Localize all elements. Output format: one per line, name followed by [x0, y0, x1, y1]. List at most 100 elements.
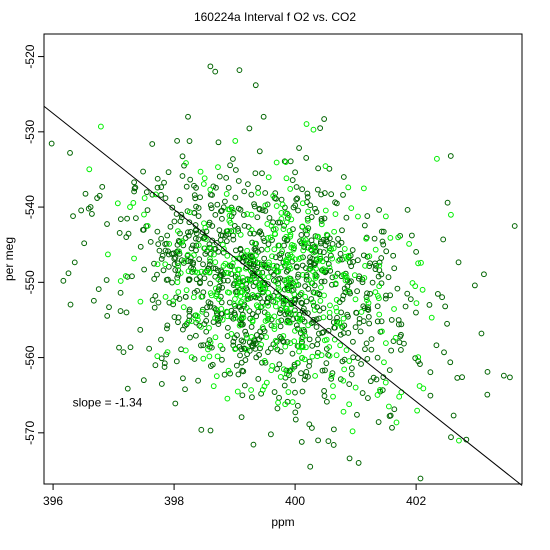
data-point [302, 332, 308, 339]
data-point [174, 137, 181, 144]
data-point [263, 334, 270, 341]
data-point [164, 322, 171, 329]
data-point [340, 292, 347, 299]
data-point [363, 235, 370, 242]
data-point [376, 283, 383, 290]
data-point [321, 215, 328, 222]
data-point [271, 246, 278, 253]
data-point [402, 303, 409, 310]
data-point [298, 336, 305, 343]
data-point [272, 278, 279, 285]
data-point [252, 258, 259, 264]
data-point [258, 341, 265, 348]
data-point [90, 297, 97, 304]
data-point [179, 153, 186, 160]
data-point [305, 285, 312, 292]
data-point [197, 280, 203, 287]
data-point [193, 312, 199, 319]
data-point [404, 206, 411, 213]
data-point [163, 240, 170, 247]
data-point [192, 332, 199, 339]
data-point [415, 260, 422, 267]
data-point [186, 138, 193, 144]
data-point [344, 311, 351, 318]
data-point [328, 252, 334, 259]
data-point [137, 326, 144, 333]
data-point [333, 352, 340, 359]
data-point [346, 401, 353, 408]
data-point [248, 226, 255, 233]
data-point [349, 247, 356, 253]
data-point [328, 191, 335, 198]
data-point [223, 238, 230, 245]
data-point [207, 300, 214, 307]
data-point [323, 231, 330, 238]
data-point [203, 328, 210, 335]
data-point [326, 165, 333, 172]
data-point [314, 290, 321, 296]
data-point [158, 184, 165, 191]
data-point [171, 255, 178, 262]
data-point [200, 181, 207, 187]
data-point [158, 381, 165, 387]
data-point [265, 235, 272, 241]
data-point [265, 274, 272, 281]
data-point [137, 298, 144, 305]
data-point [280, 333, 287, 339]
data-point [345, 288, 351, 294]
data-point [277, 323, 284, 330]
data-point [448, 211, 454, 218]
data-point [299, 344, 306, 351]
data-point [270, 193, 277, 199]
data-point [151, 304, 158, 311]
data-point [219, 269, 226, 275]
data-point [239, 392, 246, 399]
data-point [67, 301, 74, 308]
data-point [175, 319, 181, 326]
data-point [316, 307, 323, 314]
data-point [383, 292, 389, 299]
data-point [298, 439, 305, 445]
data-point [260, 113, 267, 120]
data-point [471, 282, 478, 289]
data-point [162, 195, 169, 202]
data-point [209, 223, 216, 229]
data-point [298, 327, 305, 334]
data-point [287, 231, 294, 238]
data-point [158, 235, 165, 242]
data-point [295, 274, 301, 280]
data-point [199, 229, 206, 236]
data-point [307, 254, 313, 261]
data-point [201, 321, 208, 327]
data-point [175, 289, 182, 295]
data-point [221, 371, 228, 378]
data-point [330, 426, 337, 433]
data-point [209, 192, 215, 198]
data-point [250, 283, 257, 290]
data-point [304, 194, 311, 200]
data-point [323, 398, 330, 405]
data-point [340, 315, 347, 322]
data-point [213, 239, 220, 246]
data-point [340, 408, 347, 415]
data-point [285, 287, 292, 294]
data-point [226, 206, 233, 213]
data-point [195, 242, 202, 249]
data-point [277, 334, 283, 340]
data-point [292, 327, 298, 334]
data-point [239, 321, 246, 328]
data-point [208, 205, 215, 212]
data-point [242, 328, 249, 335]
data-point [248, 277, 254, 284]
data-point [288, 216, 295, 223]
data-point [299, 388, 306, 395]
data-point [200, 342, 207, 349]
data-point [230, 156, 236, 162]
data-point [447, 153, 454, 159]
data-point [290, 316, 297, 323]
data-point [419, 286, 426, 293]
data-point [173, 358, 180, 365]
data-point [239, 311, 246, 318]
data-point [253, 252, 259, 259]
data-point [225, 184, 232, 191]
